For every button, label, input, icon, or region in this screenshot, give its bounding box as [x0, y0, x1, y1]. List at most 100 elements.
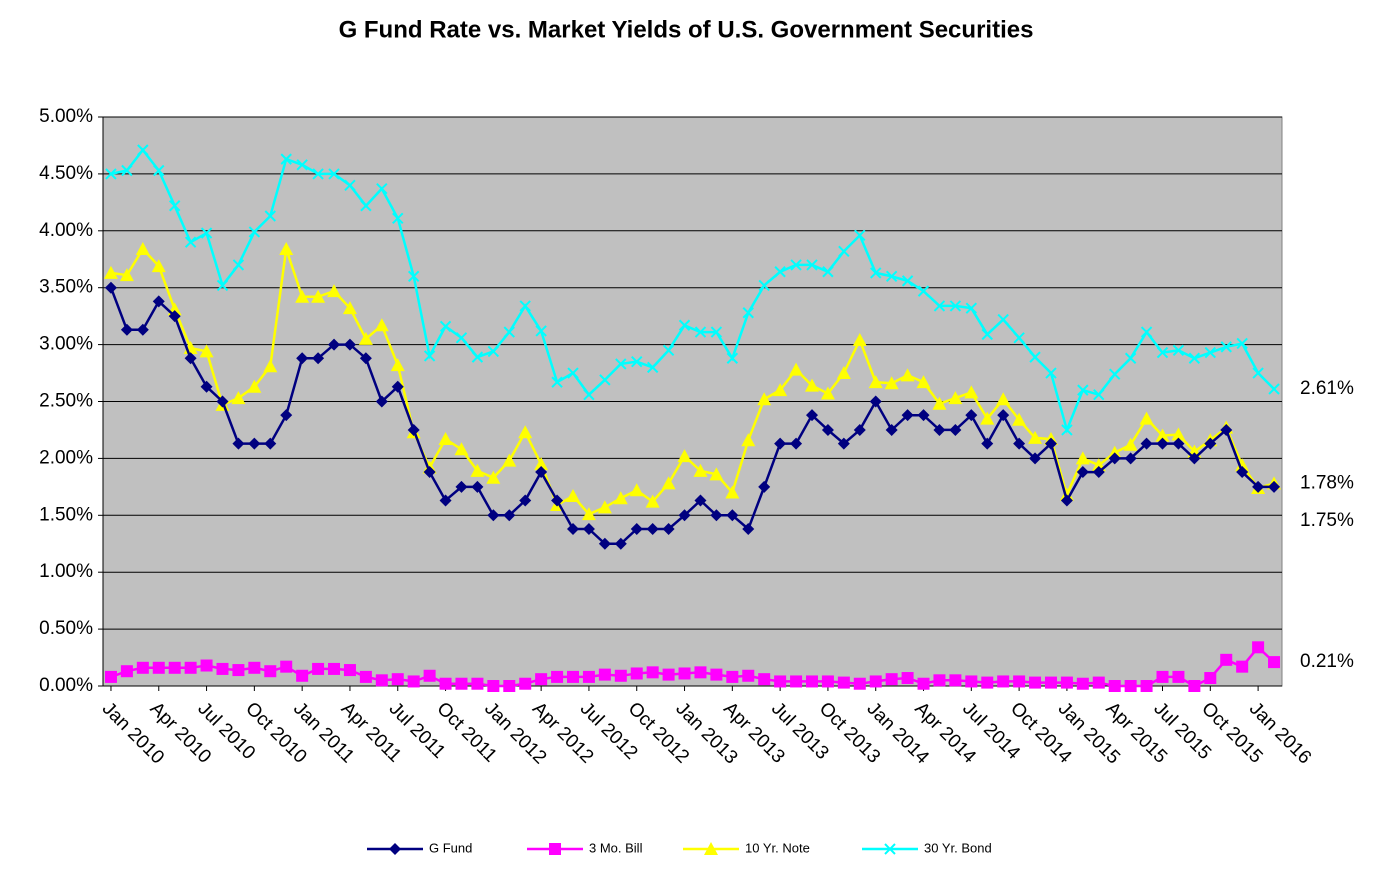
marker — [296, 669, 309, 682]
marker — [1076, 677, 1089, 690]
marker — [710, 668, 723, 681]
marker — [1077, 384, 1089, 396]
marker — [901, 275, 914, 287]
marker — [1044, 437, 1057, 450]
marker — [328, 168, 340, 180]
marker — [264, 437, 277, 450]
marker — [343, 338, 356, 351]
marker — [758, 279, 770, 292]
marker — [1155, 428, 1170, 442]
marker — [344, 179, 356, 191]
marker — [551, 376, 563, 388]
marker — [1123, 437, 1138, 451]
marker — [1013, 437, 1026, 450]
marker — [965, 409, 978, 422]
marker — [790, 259, 802, 271]
marker — [135, 242, 150, 256]
marker — [709, 467, 724, 481]
marker — [629, 483, 644, 497]
marker — [837, 437, 850, 450]
marker — [948, 391, 963, 405]
marker — [567, 670, 580, 683]
marker — [917, 677, 930, 690]
marker — [312, 352, 325, 365]
marker — [1140, 326, 1153, 338]
marker — [996, 392, 1011, 406]
marker — [789, 362, 804, 376]
marker — [280, 660, 293, 673]
marker — [869, 675, 882, 688]
marker — [598, 668, 611, 681]
marker — [1029, 452, 1042, 465]
marker — [567, 367, 579, 379]
marker — [726, 509, 739, 522]
marker — [471, 677, 484, 690]
marker — [312, 662, 325, 675]
marker — [168, 200, 181, 212]
marker — [567, 522, 580, 535]
marker — [248, 661, 261, 674]
marker — [200, 227, 213, 239]
marker — [136, 323, 149, 336]
marker — [885, 270, 898, 283]
marker — [1124, 680, 1137, 692]
marker — [407, 423, 420, 436]
marker — [1109, 368, 1121, 380]
marker — [661, 476, 676, 490]
marker — [964, 385, 979, 399]
marker — [343, 664, 356, 677]
marker — [104, 281, 117, 294]
marker — [1093, 388, 1105, 401]
marker — [1235, 458, 1250, 472]
marker — [487, 680, 500, 692]
marker — [662, 668, 675, 681]
marker — [997, 675, 1010, 688]
marker — [471, 480, 484, 493]
marker — [312, 168, 324, 180]
marker — [646, 666, 659, 679]
y-tick-label: 1.50% — [39, 504, 93, 525]
marker — [263, 359, 278, 373]
marker — [423, 350, 436, 362]
series — [104, 641, 1281, 692]
marker — [804, 378, 819, 392]
marker — [774, 675, 787, 688]
marker — [1220, 653, 1233, 666]
marker — [216, 662, 229, 675]
marker — [359, 670, 372, 683]
marker — [805, 675, 818, 688]
marker — [821, 423, 834, 436]
y-tick-label: 3.00% — [39, 334, 93, 355]
marker — [1220, 423, 1233, 436]
marker — [566, 488, 581, 502]
marker — [614, 669, 627, 682]
y-tick-label: 3.50% — [39, 277, 93, 298]
marker — [806, 259, 818, 271]
marker — [184, 661, 197, 674]
marker — [374, 318, 389, 332]
marker — [1204, 346, 1217, 359]
marker — [917, 285, 930, 297]
marker — [264, 665, 277, 678]
marker — [359, 352, 372, 365]
marker — [997, 409, 1010, 422]
marker — [949, 674, 962, 687]
marker — [1139, 411, 1154, 425]
marker — [1060, 676, 1073, 689]
marker — [662, 522, 675, 535]
marker — [884, 376, 899, 390]
marker — [598, 537, 611, 550]
legend-label: 30 Yr. Bond — [924, 840, 992, 855]
marker — [1124, 352, 1137, 364]
marker — [1236, 337, 1248, 350]
legend-label: G Fund — [429, 840, 472, 855]
marker — [232, 664, 245, 677]
marker — [120, 323, 133, 336]
marker — [1156, 437, 1169, 450]
marker — [758, 673, 771, 686]
marker — [1013, 332, 1025, 344]
marker — [1076, 466, 1089, 479]
marker — [439, 677, 452, 690]
marker — [184, 352, 197, 365]
chart-title: G Fund Rate vs. Market Yields of U.S. Go… — [339, 16, 1034, 43]
